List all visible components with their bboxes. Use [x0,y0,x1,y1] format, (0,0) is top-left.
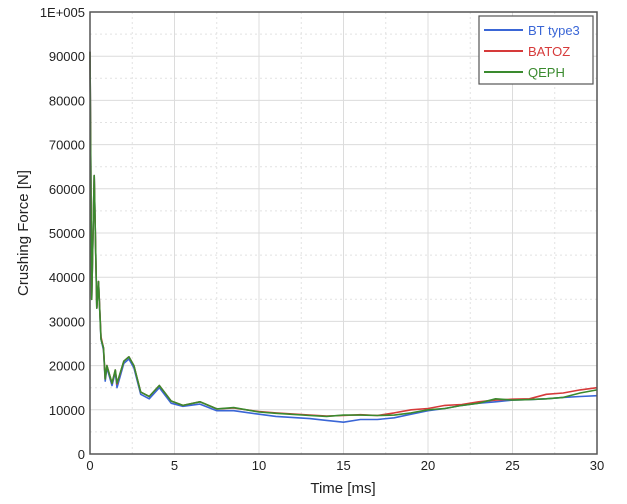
x-tick-label: 5 [171,458,178,473]
legend-label: BATOZ [528,44,570,59]
x-tick-label: 0 [86,458,93,473]
x-tick-label: 20 [421,458,435,473]
series-line-qeph [89,51,598,418]
y-tick-label: 60000 [49,182,85,197]
y-tick-label: 30000 [49,314,85,329]
y-tick-label: 80000 [49,93,85,108]
legend: BT type3 BATOZ QEPH [478,15,594,85]
y-axis-label: Crushing Force [N] [15,170,32,296]
x-tick-label: 10 [252,458,266,473]
y-tick-label: 20000 [49,359,85,374]
tick-labels: 0 5 10 15 20 25 30 0 10000 20000 30000 40000 50000 60… [40,5,604,473]
y-tick-label: 40000 [49,270,85,285]
x-tick-label: 15 [336,458,350,473]
y-tick-label: 90000 [49,49,85,64]
legend-label: QEPH [528,65,565,80]
y-tick-label: 0 [78,447,85,462]
x-tick-label: 25 [505,458,519,473]
x-axis-label: Time [ms] [310,480,375,497]
plot-frame [89,11,598,455]
x-tick-label: 30 [590,458,604,473]
y-tick-label: 10000 [49,403,85,418]
grid [89,11,598,455]
legend-label: BT type3 [528,23,580,38]
series-lines [89,51,598,424]
y-tick-label: 70000 [49,138,85,153]
y-tick-label: 1E+005 [40,5,85,20]
y-tick-label: 50000 [49,226,85,241]
